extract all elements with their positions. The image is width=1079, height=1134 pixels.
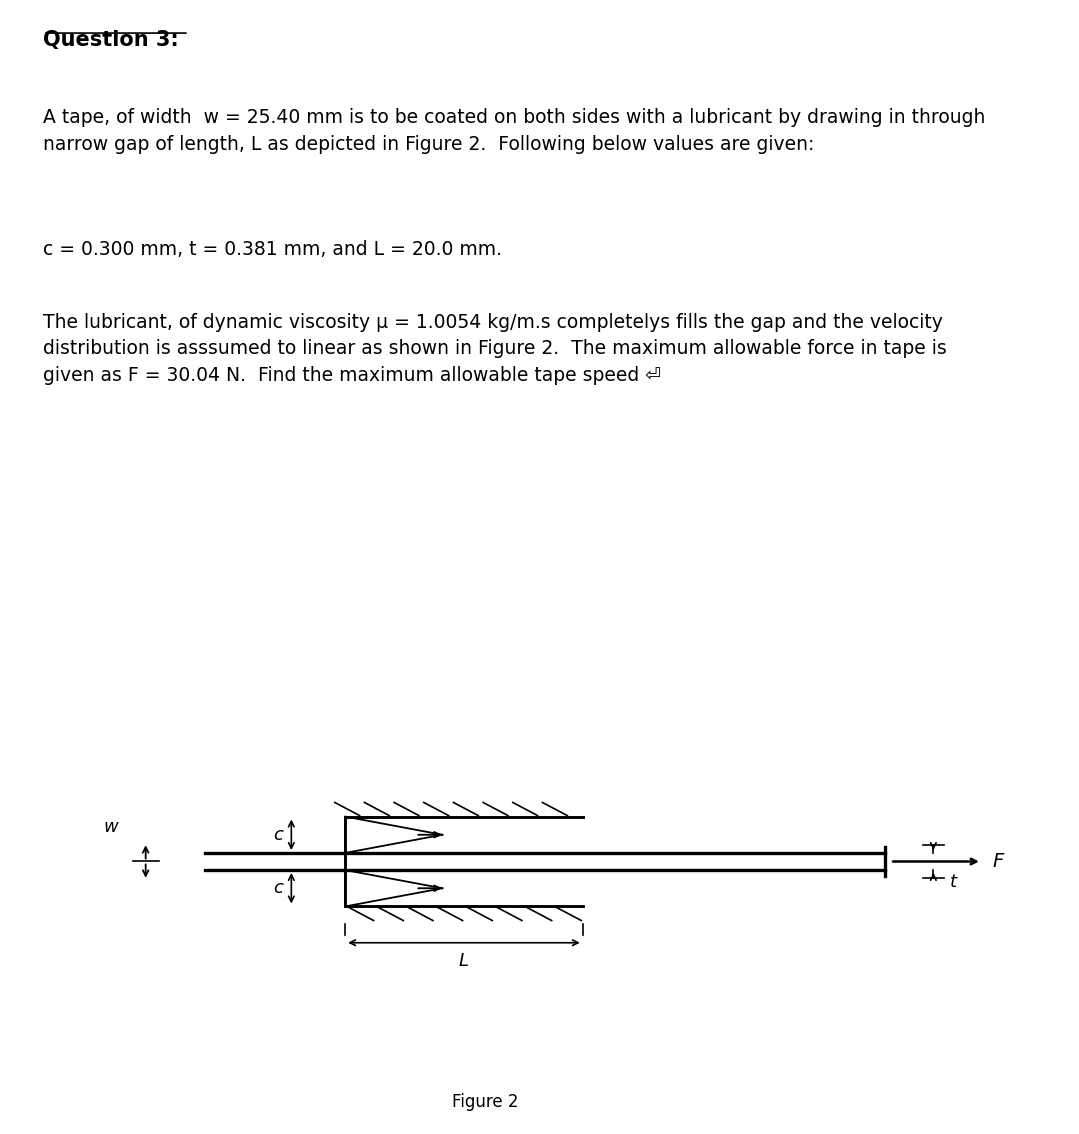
Text: F: F	[993, 852, 1003, 871]
Text: c: c	[273, 826, 283, 844]
Text: Question 3:: Question 3:	[43, 29, 179, 50]
Text: c: c	[273, 879, 283, 897]
Text: c = 0.300 mm, t = 0.381 mm, and L = 20.0 mm.: c = 0.300 mm, t = 0.381 mm, and L = 20.0…	[43, 240, 502, 260]
Text: t: t	[950, 872, 956, 890]
Text: Figure 2: Figure 2	[452, 1093, 519, 1111]
Text: L: L	[459, 951, 469, 970]
Text: The lubricant, of dynamic viscosity μ = 1.0054 kg/m.s completelys fills the gap : The lubricant, of dynamic viscosity μ = …	[43, 313, 947, 384]
Bar	[205, 853, 885, 870]
Text: w: w	[104, 819, 119, 836]
Text: A tape, of width  w = 25.40 mm is to be coated on both sides with a lubricant by: A tape, of width w = 25.40 mm is to be c…	[43, 108, 985, 154]
